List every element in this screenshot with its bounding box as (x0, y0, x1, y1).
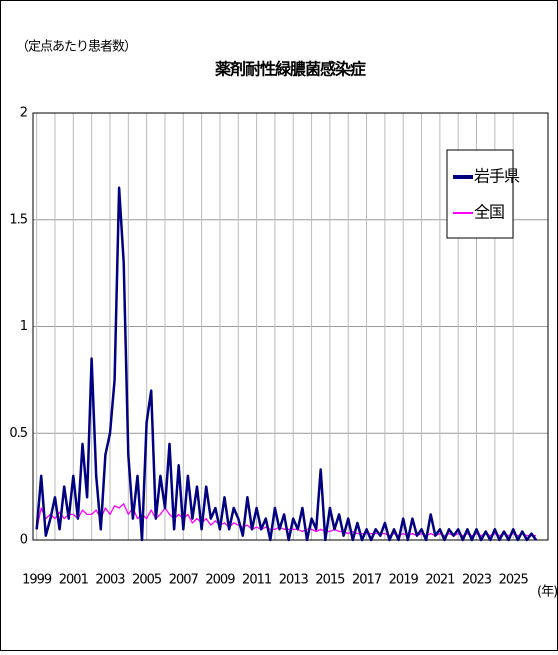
y-tick-label: 2 (20, 106, 27, 121)
x-tick-label: 2011 (242, 573, 272, 588)
legend-label: 全国 (474, 203, 504, 222)
x-tick-label: 2013 (279, 573, 309, 588)
x-axis-label: (年) (537, 585, 557, 600)
x-tick-label: 2009 (205, 573, 235, 588)
x-tick-label: 2017 (352, 573, 382, 588)
chart-title: 薬剤耐性緑膿菌感染症 (214, 60, 366, 79)
y-tick-label: 0 (20, 533, 28, 548)
x-tick-label: 1999 (22, 573, 52, 588)
x-tick-label: 2025 (499, 573, 529, 588)
x-tick-label: 2001 (59, 573, 89, 588)
y-tick-label: 1.5 (9, 212, 27, 227)
y-tick-label: 0.5 (9, 426, 27, 441)
x-tick-label: 2023 (462, 573, 492, 588)
y-tick-label: 1 (20, 319, 28, 334)
x-tick-label: 2019 (389, 573, 419, 588)
plot-border (32, 112, 549, 541)
x-tick-label: 2003 (95, 573, 125, 588)
x-tick-label: 2021 (425, 573, 455, 588)
x-tick-label: 2015 (315, 573, 345, 588)
x-tick-label: 2005 (132, 573, 162, 588)
legend-label: 岩手県 (474, 167, 520, 186)
y-axis-label: （定点あたり患者数） (16, 40, 136, 55)
legend-box (446, 149, 514, 239)
x-tick-label: 2007 (169, 573, 199, 588)
series-line (35, 186, 538, 542)
